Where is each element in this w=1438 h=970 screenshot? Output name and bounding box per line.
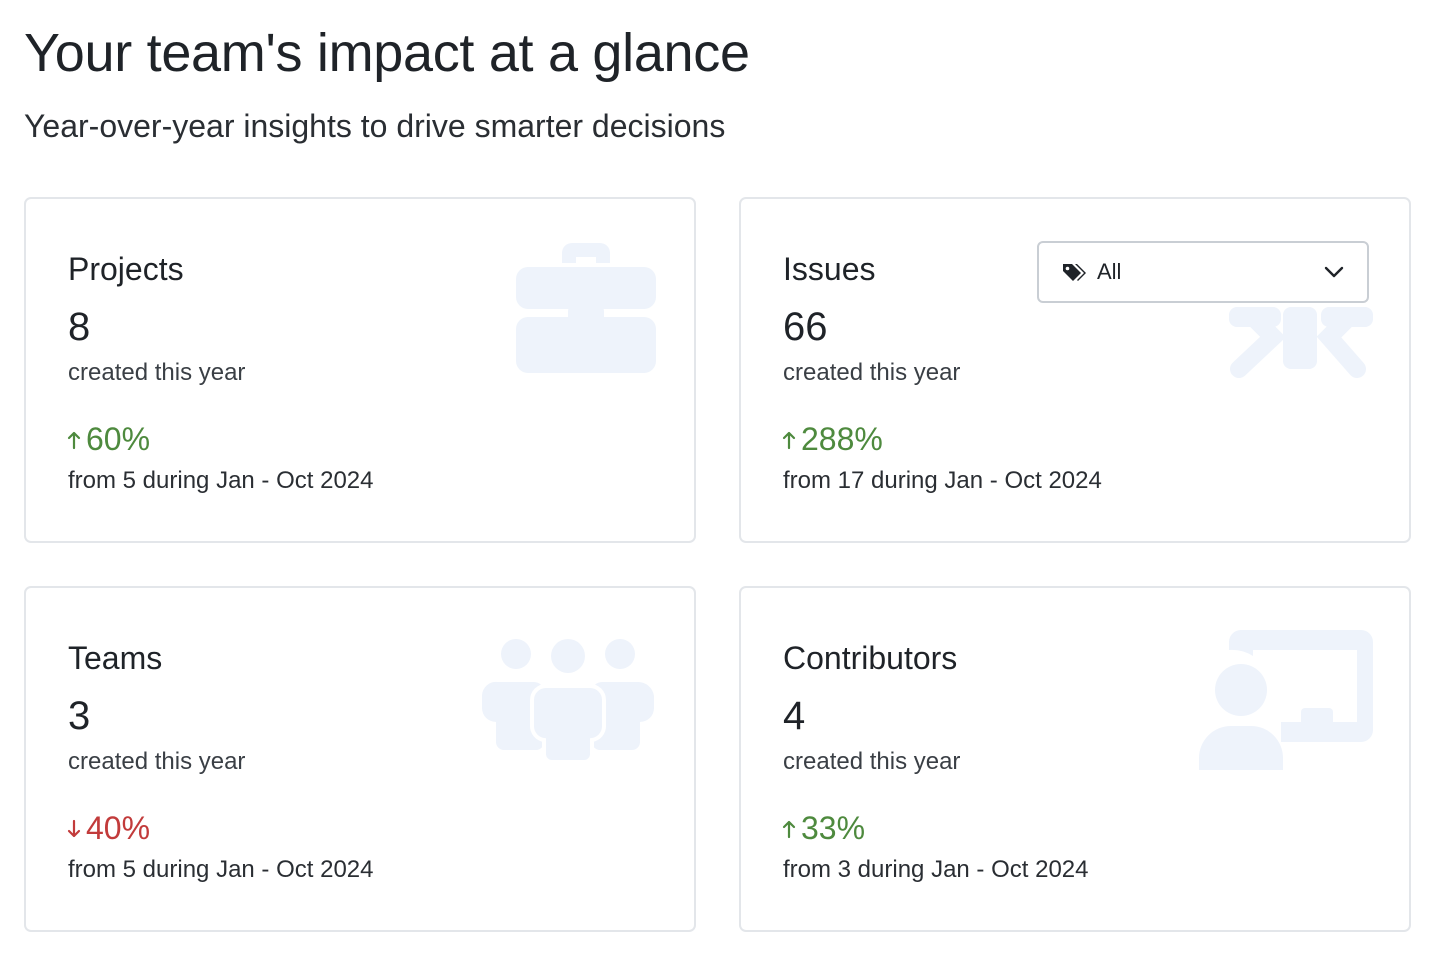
card-footnote: from 5 during Jan - Oct 2024 [68,467,374,494]
card-caption: created this year [68,359,246,386]
change-value: 288% [801,421,883,457]
issues-card: All Issues 66 created this year 288% fro… [739,197,1411,543]
card-label: Projects [68,251,184,287]
arrow-up-icon [782,431,796,449]
card-value: 66 [783,305,828,349]
users-icon [482,639,654,762]
arrow-up-icon [67,431,81,449]
change-value: 60% [86,421,151,457]
page-title: Your team's impact at a glance [24,23,750,83]
card-caption: created this year [783,748,961,775]
card-footnote: from 5 during Jan - Oct 2024 [68,856,374,883]
card-value: 4 [783,694,806,738]
arrow-up-icon [782,820,796,838]
change-value: 40% [86,810,151,846]
change-indicator: 33% [781,810,865,847]
filter-value: All [1097,259,1122,284]
change-indicator: 40% [66,810,150,847]
card-footnote: from 3 during Jan - Oct 2024 [783,856,1089,883]
presenter-icon [1199,630,1373,770]
teams-card: Teams 3 created this year 40% from 5 dur… [24,586,696,932]
card-label: Contributors [783,640,958,676]
card-label: Issues [783,251,876,287]
chevron-down-icon [1324,266,1344,278]
card-label: Teams [68,640,163,676]
page-subtitle: Year-over-year insights to drive smarter… [24,108,726,144]
card-value: 3 [68,694,91,738]
change-value: 33% [801,810,866,846]
card-footnote: from 17 during Jan - Oct 2024 [783,467,1102,494]
change-indicator: 60% [66,421,150,458]
bug-icon [1229,307,1373,378]
issues-filter-dropdown[interactable]: All [1037,241,1369,303]
contributors-card: Contributors 4 created this year 33% fro… [739,586,1411,932]
change-indicator: 288% [781,421,883,458]
projects-card: Projects 8 created this year 60% from 5 … [24,197,696,543]
card-caption: created this year [783,359,961,386]
arrow-down-icon [67,819,81,837]
briefcase-icon [516,243,656,373]
card-value: 8 [68,305,91,349]
tags-icon [1063,264,1086,281]
card-caption: created this year [68,748,246,775]
